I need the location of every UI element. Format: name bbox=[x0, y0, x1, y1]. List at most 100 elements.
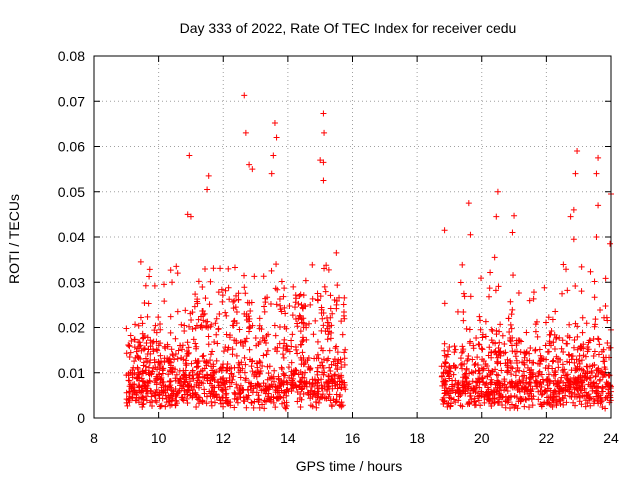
data-point bbox=[192, 291, 199, 298]
data-point bbox=[521, 349, 528, 356]
data-point bbox=[513, 342, 520, 349]
data-point bbox=[127, 349, 134, 356]
data-point bbox=[556, 334, 563, 341]
data-point bbox=[222, 309, 229, 316]
data-point bbox=[338, 359, 345, 366]
data-point bbox=[495, 283, 502, 290]
data-point bbox=[235, 290, 242, 297]
data-point bbox=[597, 399, 604, 406]
data-point bbox=[144, 313, 151, 320]
data-point bbox=[131, 336, 138, 343]
data-point bbox=[478, 365, 485, 372]
data-point bbox=[560, 261, 567, 268]
data-point bbox=[126, 342, 133, 349]
data-point bbox=[329, 385, 336, 392]
data-point bbox=[219, 394, 226, 401]
data-point bbox=[273, 134, 280, 141]
data-point bbox=[324, 357, 331, 364]
data-point bbox=[545, 371, 552, 378]
data-point bbox=[496, 348, 503, 355]
data-point bbox=[175, 389, 182, 396]
data-point bbox=[189, 390, 196, 397]
data-point bbox=[545, 362, 552, 369]
data-point bbox=[192, 340, 199, 347]
data-point bbox=[245, 379, 252, 386]
data-point bbox=[482, 361, 489, 368]
data-point bbox=[479, 346, 486, 353]
data-point bbox=[491, 254, 498, 261]
data-point bbox=[330, 358, 337, 365]
data-point bbox=[270, 399, 277, 406]
data-point bbox=[169, 369, 176, 376]
data-point bbox=[127, 332, 134, 339]
data-point bbox=[206, 301, 213, 308]
data-point bbox=[467, 338, 474, 345]
data-point bbox=[272, 389, 279, 396]
data-point bbox=[538, 356, 545, 363]
data-point bbox=[309, 295, 316, 302]
data-point bbox=[313, 404, 320, 411]
data-point bbox=[564, 340, 571, 347]
data-point bbox=[300, 292, 307, 299]
data-point bbox=[488, 354, 495, 361]
data-point bbox=[203, 393, 210, 400]
data-point bbox=[265, 370, 272, 377]
data-point bbox=[544, 376, 551, 383]
data-point bbox=[233, 320, 240, 327]
data-point bbox=[223, 364, 230, 371]
data-point bbox=[446, 394, 453, 401]
data-point bbox=[319, 369, 326, 376]
data-point bbox=[228, 379, 235, 386]
data-point bbox=[549, 365, 556, 372]
data-point bbox=[526, 369, 533, 376]
data-point bbox=[452, 389, 459, 396]
data-point bbox=[506, 328, 513, 335]
data-point bbox=[147, 399, 154, 406]
data-point bbox=[489, 368, 496, 375]
data-point bbox=[521, 354, 528, 361]
data-point bbox=[502, 349, 509, 356]
data-point bbox=[228, 371, 235, 378]
data-point bbox=[521, 403, 528, 410]
data-point bbox=[507, 298, 514, 305]
data-point bbox=[233, 381, 240, 388]
data-point bbox=[241, 369, 248, 376]
data-point bbox=[441, 227, 448, 234]
data-point bbox=[218, 387, 225, 394]
data-point bbox=[455, 393, 462, 400]
data-point bbox=[137, 342, 144, 349]
data-point bbox=[233, 308, 240, 315]
data-point bbox=[219, 292, 226, 299]
data-point bbox=[577, 372, 584, 379]
data-point bbox=[591, 278, 598, 285]
data-point bbox=[520, 377, 527, 384]
data-point bbox=[546, 331, 553, 338]
data-point bbox=[478, 375, 485, 382]
data-point bbox=[200, 352, 207, 359]
data-point bbox=[341, 355, 348, 362]
data-point bbox=[157, 326, 164, 333]
data-point bbox=[276, 323, 283, 330]
data-point bbox=[559, 361, 566, 368]
data-point bbox=[192, 325, 199, 332]
data-point bbox=[495, 344, 502, 351]
data-point bbox=[476, 313, 483, 320]
data-point bbox=[185, 344, 192, 351]
data-point bbox=[165, 392, 172, 399]
data-point bbox=[302, 277, 309, 284]
data-point bbox=[324, 379, 331, 386]
data-point bbox=[476, 341, 483, 348]
data-point bbox=[147, 350, 154, 357]
data-point bbox=[123, 325, 130, 332]
data-point bbox=[229, 346, 236, 353]
data-point bbox=[188, 360, 195, 367]
data-point bbox=[252, 369, 259, 376]
data-point bbox=[158, 358, 165, 365]
data-point bbox=[469, 356, 476, 363]
data-point bbox=[280, 344, 287, 351]
data-point bbox=[497, 321, 504, 328]
data-point bbox=[326, 347, 333, 354]
data-point bbox=[187, 310, 194, 317]
data-point bbox=[194, 363, 201, 370]
